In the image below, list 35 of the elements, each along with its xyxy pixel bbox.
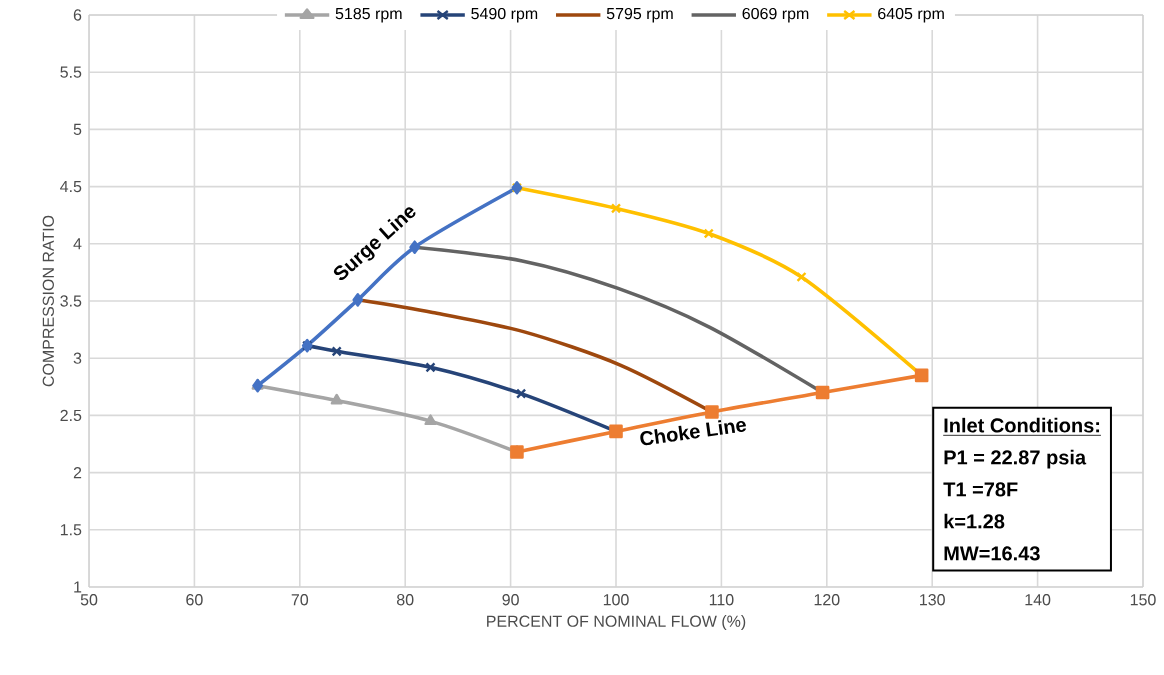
x-tick-label: 80 [397,594,414,606]
y-tick-label: 1.5 [60,524,82,536]
legend-label: 5490 rpm [471,7,538,23]
y-tick-label: 2.5 [60,409,82,422]
x-tick-label: 130 [920,594,945,606]
x-tick-label: 90 [502,594,519,606]
y-tick-label: 1 [74,581,82,593]
legend-label: 6405 rpm [878,7,944,23]
annotation: k=1.28 [944,513,1005,529]
annotation: Choke Line [640,420,747,446]
legend-label: 5795 rpm [606,7,673,23]
annotation: Inlet Conditions: [944,417,1100,433]
y-tick-label: 5 [73,123,82,135]
y-tick-label: 4.5 [60,181,82,193]
x-tick-label: 150 [1130,594,1156,606]
x-tick-label: 60 [186,594,203,606]
x-tick-label: 120 [814,594,840,606]
y-tick-label: 2 [73,467,82,479]
y-axis-title: COMPRESSION RATIO [42,215,54,387]
annotation: MW=16.43 [944,546,1040,561]
x-tick-label: 140 [1025,594,1051,606]
legend-label: 6069 rpm [742,7,809,23]
legend-label: 5185 rpm [335,7,402,23]
y-tick-label: 3 [73,352,82,364]
x-tick-label: 110 [709,594,734,606]
y-tick-label: 4 [73,238,82,250]
y-tick-label: 6 [73,9,82,21]
annotation: T1 =78F [943,482,1018,497]
y-tick-label: 3.5 [60,295,82,307]
x-axis-title: PERCENT OF NOMINAL FLOW (%) [487,615,746,631]
x-tick-label: 50 [80,594,98,606]
annotation: P1 = 22.87 psia [944,449,1087,469]
y-tick-label: 5.5 [60,66,82,78]
x-tick-label: 100 [603,594,629,606]
x-tick-label: 70 [291,594,309,606]
